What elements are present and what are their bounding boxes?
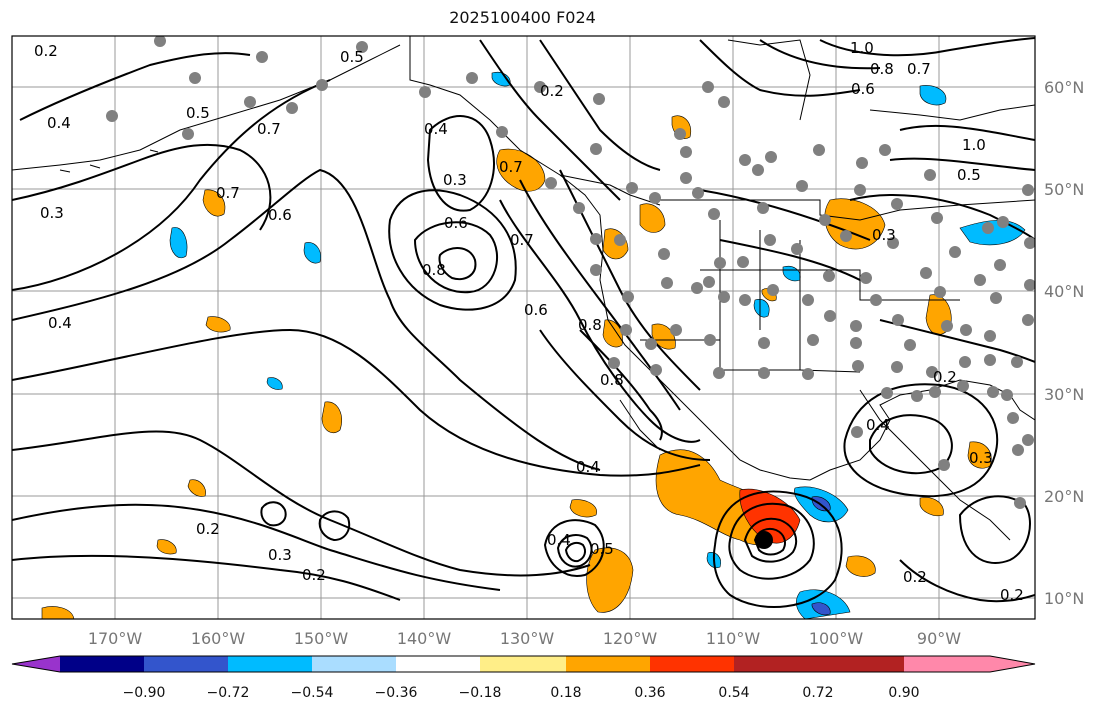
colorbar-segment xyxy=(480,656,566,672)
lon-label: 170°W xyxy=(88,629,143,648)
colorbar-ticks: −0.90 −0.72 −0.54 −0.36 −0.18 0.18 0.36 … xyxy=(123,685,920,701)
map-frame xyxy=(12,36,1035,619)
colorbar-segment xyxy=(650,656,734,672)
contour-label: 0.2 xyxy=(1000,586,1024,604)
contour-label: 0.2 xyxy=(302,566,326,584)
contour-lines xyxy=(12,37,1035,608)
lon-label: 130°W xyxy=(500,629,555,648)
colorbar-segment xyxy=(228,656,312,672)
negative-anomaly-fills xyxy=(169,71,1026,619)
contour-label: 0.4 xyxy=(48,314,72,332)
colorbar-segment xyxy=(818,656,904,672)
contour-label: 1.0 xyxy=(962,136,986,154)
contour-label: 0.7 xyxy=(499,158,523,176)
longitude-labels: 170°W 160°W 150°W 140°W 130°W 120°W 110°… xyxy=(88,629,961,648)
contour-label: 0.5 xyxy=(590,540,614,558)
contour-label: 0.4 xyxy=(866,416,890,434)
contour-label: 0.2 xyxy=(903,568,927,586)
contour-label: 0.6 xyxy=(268,206,292,224)
colorbar-tick: −0.54 xyxy=(291,685,334,701)
colorbar-segment xyxy=(144,656,228,672)
lon-label: 110°W xyxy=(706,629,761,648)
lon-label: 150°W xyxy=(294,629,349,648)
contour-labels: 0.4 0.3 0.4 0.5 0.7 0.6 0.7 0.4 0.3 0.6 … xyxy=(34,39,1024,604)
contour-label: 0.2 xyxy=(540,82,564,100)
lat-label: 10°N xyxy=(1044,589,1084,608)
colorbar-extend-high-tip xyxy=(904,656,1035,672)
contour-label: 0.8 xyxy=(870,60,894,78)
colorbar-tick: −0.18 xyxy=(459,685,502,701)
contour-label: 0.4 xyxy=(576,458,600,476)
contour-label: 0.4 xyxy=(424,120,448,138)
contour-label: 0.7 xyxy=(510,231,534,249)
colorbar-tick: 0.54 xyxy=(718,685,749,701)
contour-label: 0.4 xyxy=(547,531,571,549)
colorbar-tick: −0.72 xyxy=(207,685,250,701)
contour-label: 0.3 xyxy=(268,546,292,564)
lat-label: 20°N xyxy=(1044,487,1084,506)
contour-label: 0.8 xyxy=(600,371,624,389)
colorbar-segment xyxy=(60,656,144,672)
lon-label: 120°W xyxy=(603,629,658,648)
contour-label: 0.6 xyxy=(851,80,875,98)
colorbar xyxy=(11,655,1036,673)
contour-label: 0.5 xyxy=(957,166,981,184)
map-title: 2025100400 F024 xyxy=(449,8,596,27)
map-border xyxy=(11,35,1036,620)
contour-label: 0.3 xyxy=(40,204,64,222)
station-dots xyxy=(106,36,1035,509)
colorbar-segment xyxy=(396,656,480,672)
colorbar-tick: 0.18 xyxy=(550,685,581,701)
contour-label: 0.4 xyxy=(47,114,71,132)
colorbar-segment xyxy=(566,656,650,672)
contour-label: 0.6 xyxy=(444,214,468,232)
colorbar-tick: 0.72 xyxy=(802,685,833,701)
contour-label: 0.5 xyxy=(340,48,364,66)
contour-label: 0.2 xyxy=(933,368,957,386)
colorbar-extend-low xyxy=(12,656,60,672)
contour-label: 0.3 xyxy=(969,449,993,467)
colorbar-segment xyxy=(734,656,818,672)
contour-label: 0.7 xyxy=(216,184,240,202)
colorbar-tick: 0.36 xyxy=(634,685,665,701)
colorbar-tick: −0.90 xyxy=(123,685,166,701)
colorbar-outline xyxy=(11,655,1036,673)
latitude-labels: 60°N 50°N 40°N 30°N 20°N 10°N xyxy=(1044,78,1084,608)
lon-label: 160°W xyxy=(191,629,246,648)
lon-label: 90°W xyxy=(917,629,961,648)
contour-label: 0.2 xyxy=(196,520,220,538)
colorbar-tick: 0.90 xyxy=(888,685,919,701)
storm-center-marker xyxy=(755,531,773,549)
contour-label: 0.3 xyxy=(872,226,896,244)
contour-label: 0.7 xyxy=(257,120,281,138)
contour-label: 0.6 xyxy=(524,301,548,319)
contour-label: 0.8 xyxy=(578,316,602,334)
colorbar-tick: −0.36 xyxy=(375,685,418,701)
lat-label: 60°N xyxy=(1044,78,1084,97)
contour-label: 0.2 xyxy=(34,42,58,60)
colorbar-segment xyxy=(312,656,396,672)
contour-label: 0.7 xyxy=(907,60,931,78)
lat-label: 50°N xyxy=(1044,180,1084,199)
lon-label: 100°W xyxy=(809,629,864,648)
lat-label: 40°N xyxy=(1044,282,1084,301)
contour-label: 0.3 xyxy=(443,171,467,189)
contour-label: 1.0 xyxy=(850,39,874,57)
lat-label: 30°N xyxy=(1044,385,1084,404)
contour-label: 0.5 xyxy=(186,104,210,122)
contour-label: 0.8 xyxy=(422,261,446,279)
lon-label: 140°W xyxy=(397,629,452,648)
